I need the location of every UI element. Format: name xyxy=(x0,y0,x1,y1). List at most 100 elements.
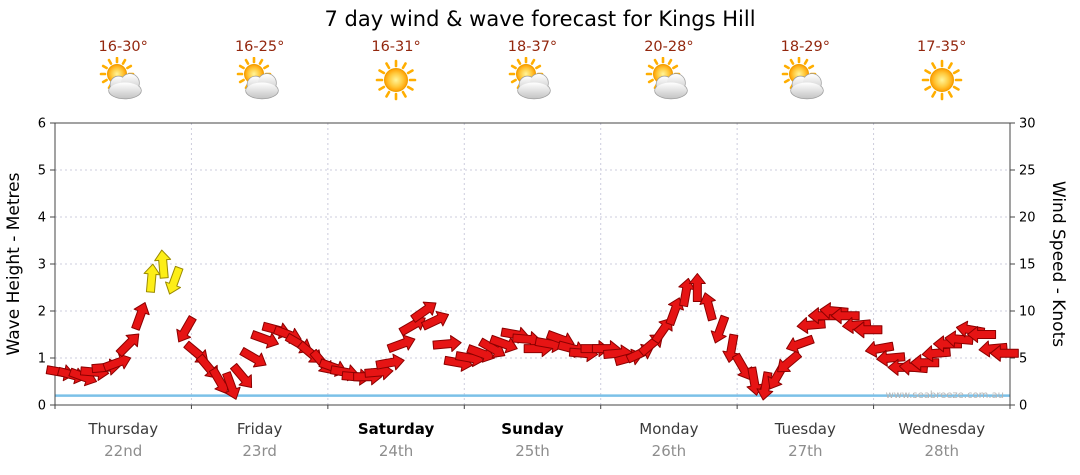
left-axis-tick-label: 5 xyxy=(38,164,46,179)
day-label-column: Wednesday 28th xyxy=(874,420,1010,460)
day-date: 24th xyxy=(378,442,414,460)
day-date: 22nd xyxy=(104,442,143,460)
sun-cloud-icon xyxy=(509,56,552,100)
sun-icon xyxy=(375,59,417,101)
wind-arrow xyxy=(410,301,437,323)
day-label-column: Tuesday 27th xyxy=(737,420,873,460)
day-header-column: 20-28° xyxy=(601,39,737,103)
sun-cloud-icon xyxy=(782,56,825,100)
wind-arrow xyxy=(665,297,684,327)
weather-icon-wrap xyxy=(464,56,600,103)
wind-arrow xyxy=(710,314,730,344)
day-temp-range: 18-29° xyxy=(780,39,831,55)
wind-arrow xyxy=(239,347,267,368)
wind-arrow xyxy=(699,292,717,322)
day-header-row: 16-30° 16-25° 16-31° 18-37° 20-28° 18-29° 17-3… xyxy=(55,39,1010,103)
day-name: Sunday xyxy=(501,420,564,438)
sun-cloud-icon xyxy=(99,56,142,100)
day-date: 23rd xyxy=(242,442,277,460)
wind-arrow xyxy=(230,363,253,389)
day-temp-range: 16-30° xyxy=(98,39,148,55)
wind-arrow xyxy=(864,340,895,358)
wind-arrow xyxy=(102,353,132,372)
day-header-column: 18-29° xyxy=(737,39,873,103)
day-name: Wednesday xyxy=(898,420,986,438)
day-label-column: Thursday 22nd xyxy=(55,420,191,460)
day-label-column: Friday 23rd xyxy=(191,420,327,460)
sun-cloud-icon xyxy=(645,56,688,100)
wind-arrow xyxy=(164,265,184,295)
wind-arrow xyxy=(250,330,279,349)
day-label-column: Sunday 25th xyxy=(464,420,600,460)
wind-arrow xyxy=(786,334,815,354)
right-axis-tick-label: 25 xyxy=(1019,164,1036,179)
day-name: Saturday xyxy=(357,420,435,438)
wind-arrow xyxy=(115,333,140,358)
wind-arrow xyxy=(876,349,906,367)
sun-icon xyxy=(921,59,963,101)
wind-arrow xyxy=(432,335,462,353)
day-name: Thursday xyxy=(88,420,159,438)
weather-icon-wrap xyxy=(191,56,327,103)
wind-arrow xyxy=(143,263,161,293)
day-label-column: Saturday 24th xyxy=(328,420,464,460)
weather-icon-wrap xyxy=(874,57,1010,103)
day-header-column: 16-25° xyxy=(191,39,327,103)
day-name: Tuesday xyxy=(774,420,836,438)
watermark: www.seabreeze.com.au xyxy=(886,390,1004,401)
wind-arrow xyxy=(420,310,450,331)
day-date: 27th xyxy=(788,442,823,460)
day-temp-range: 16-25° xyxy=(234,39,285,55)
right-axis-tick-label: 5 xyxy=(1019,352,1027,367)
sun-cloud-icon xyxy=(236,56,279,100)
wind-arrow xyxy=(853,321,883,339)
day-date: 25th xyxy=(515,442,550,460)
day-name: Friday xyxy=(236,420,283,438)
right-axis-tick-label: 20 xyxy=(1019,211,1036,226)
day-header-column: 17-35° xyxy=(874,39,1010,103)
day-temp-range: 18-37° xyxy=(507,39,558,55)
wind-arrow xyxy=(967,326,997,343)
right-axis-title: Wind Speed - Knots xyxy=(1048,180,1068,348)
day-header-column: 16-31° xyxy=(328,39,464,103)
right-axis-tick-label: 30 xyxy=(1019,117,1036,132)
weather-icon-wrap xyxy=(328,57,464,103)
day-temp-range: 20-28° xyxy=(644,39,694,55)
left-axis-tick-label: 3 xyxy=(38,258,46,273)
day-header-column: 18-37° xyxy=(464,39,600,103)
wind-arrow xyxy=(688,273,706,302)
day-name: Monday xyxy=(639,420,699,438)
wind-arrow xyxy=(944,330,974,348)
wind-arrow xyxy=(131,302,150,331)
day-temp-range: 16-31° xyxy=(371,39,421,55)
left-axis-tick-label: 4 xyxy=(38,211,46,226)
right-axis-tick-label: 15 xyxy=(1019,258,1036,273)
day-label-row: Thursday 22nd Friday 23rd Saturday 24th Sunday… xyxy=(55,420,1010,460)
day-date: 26th xyxy=(651,442,687,460)
left-axis-tick-label: 0 xyxy=(38,399,46,414)
day-label-column: Monday 26th xyxy=(601,420,737,460)
wind-arrow xyxy=(154,249,172,279)
day-header-column: 16-30° xyxy=(55,39,191,103)
right-axis-tick-label: 0 xyxy=(1019,399,1027,414)
left-axis-tick-label: 2 xyxy=(38,305,46,320)
weather-icon-wrap xyxy=(737,56,873,103)
weather-icon-wrap xyxy=(55,56,191,103)
wind-arrow xyxy=(989,344,1019,362)
wind-arrow xyxy=(777,350,803,373)
wind-arrow xyxy=(651,317,673,345)
left-axis-tick-label: 6 xyxy=(38,117,46,132)
wind-arrow xyxy=(731,352,753,381)
day-temp-range: 17-35° xyxy=(917,39,967,55)
day-date: 28th xyxy=(924,442,959,460)
wind-arrow xyxy=(386,334,416,353)
left-axis-tick-label: 1 xyxy=(38,352,46,367)
wind-arrow xyxy=(176,315,197,343)
weather-icon-wrap xyxy=(601,56,737,103)
wind-arrow xyxy=(222,371,241,400)
wind-arrow xyxy=(489,334,518,354)
left-axis-title: Wave Height - Metres xyxy=(4,172,24,356)
page-title: 7 day wind & wave forecast for Kings Hil… xyxy=(324,7,756,31)
